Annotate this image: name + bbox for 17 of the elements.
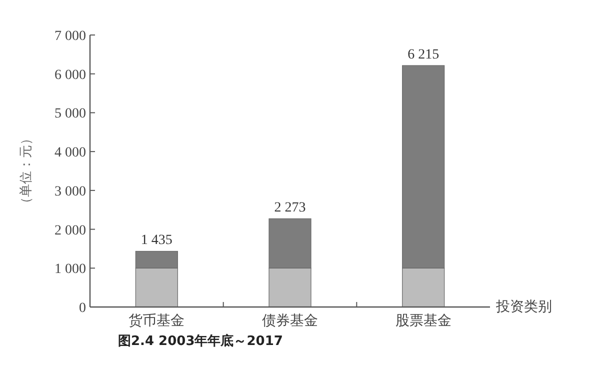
x-axis-title: 投资类别 xyxy=(495,299,552,315)
x-tick-label: 货币基金 xyxy=(128,313,185,329)
y-tick-label: 1 000 xyxy=(54,262,86,278)
total-label: 2 273 xyxy=(274,200,306,216)
y-axis-title: （单位：元） xyxy=(18,132,33,210)
x-tick-label: 债券基金 xyxy=(262,313,318,329)
x-tick-label: 股票基金 xyxy=(395,313,452,329)
y-tick-label: 3 000 xyxy=(54,184,86,200)
y-tick-label: 4 000 xyxy=(54,146,86,161)
caption: 图2.4 2003年年底～2017 xyxy=(118,333,283,349)
y-tick-label: 0 xyxy=(79,301,86,316)
y-tick-label: 7 000 xyxy=(54,29,86,44)
y-tick-label: 5 000 xyxy=(54,106,86,122)
total-label: 6 215 xyxy=(408,48,440,63)
total-label: 1 435 xyxy=(140,233,172,248)
y-tick-label: 2 000 xyxy=(54,223,86,238)
y-tick-label: 6 000 xyxy=(54,68,86,83)
